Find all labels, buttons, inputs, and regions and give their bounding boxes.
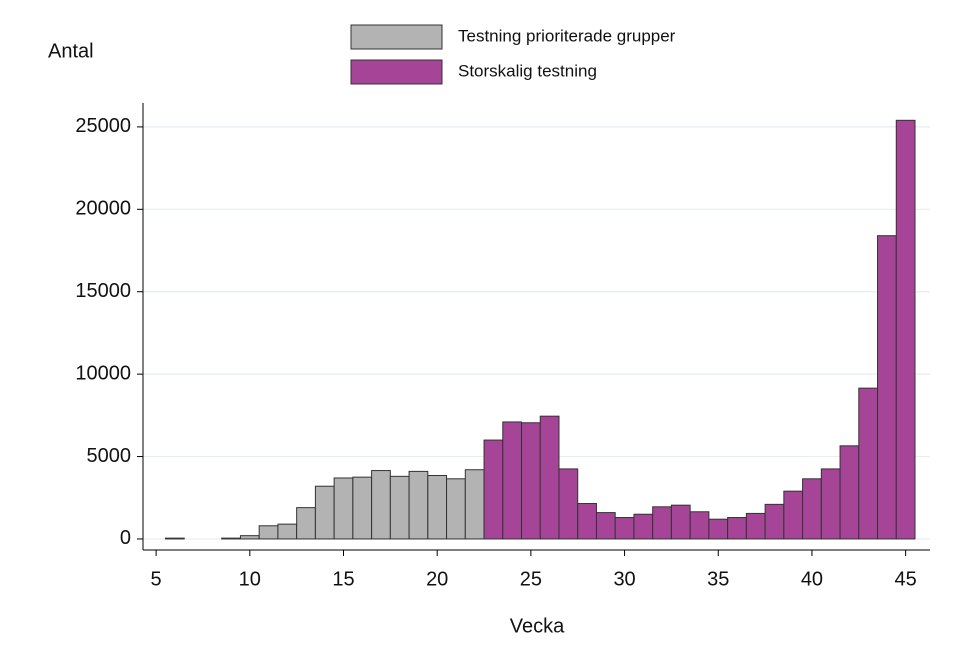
bar <box>221 537 241 540</box>
bar <box>745 512 766 540</box>
bar <box>164 537 185 540</box>
bar <box>708 518 729 540</box>
bar <box>820 468 841 540</box>
bar <box>633 513 654 540</box>
bar <box>296 507 316 540</box>
bar <box>521 422 541 540</box>
y-axis-label: Antal <box>48 40 94 62</box>
bar <box>895 119 916 540</box>
bar <box>652 506 672 540</box>
bar <box>371 470 391 540</box>
x-tick-label: 15 <box>332 568 354 590</box>
y-tick-label: 10000 <box>75 362 131 384</box>
x-tick-label: 5 <box>151 568 162 590</box>
y-tick-label: 0 <box>120 527 131 549</box>
legend-swatch <box>350 24 443 50</box>
bar <box>839 445 860 540</box>
x-tick-label: 35 <box>707 568 729 590</box>
x-axis-label: Vecka <box>510 615 565 637</box>
bar <box>783 490 804 540</box>
bar <box>314 485 335 540</box>
bar <box>333 477 354 540</box>
bar <box>670 504 691 540</box>
bar <box>858 387 879 540</box>
x-tick-label: 40 <box>801 568 823 590</box>
bar <box>239 535 260 540</box>
y-tick-label: 25000 <box>75 115 131 137</box>
bar <box>408 470 429 540</box>
bar <box>727 517 747 540</box>
y-tick-label: 20000 <box>75 198 131 220</box>
bar <box>502 421 523 540</box>
bar <box>764 503 785 540</box>
bar <box>446 478 466 540</box>
legend-label: Storskalig testning <box>458 61 597 80</box>
bar <box>877 235 897 540</box>
legend-swatch <box>350 59 443 85</box>
bar <box>464 469 485 540</box>
x-tick-label: 20 <box>426 568 448 590</box>
legend-label: Testning prioriterade grupper <box>458 26 676 45</box>
bar <box>595 512 616 540</box>
bar <box>277 523 298 540</box>
bar <box>577 503 597 540</box>
bar <box>802 478 822 540</box>
bar <box>258 525 279 540</box>
bar <box>689 511 710 540</box>
bar <box>427 475 448 540</box>
x-tick-label: 10 <box>239 568 261 590</box>
bar <box>352 476 373 540</box>
y-tick-label: 15000 <box>75 280 131 302</box>
bar <box>539 415 560 540</box>
bar <box>483 439 504 540</box>
y-tick-label: 5000 <box>87 445 132 467</box>
bar <box>389 475 410 540</box>
bar <box>614 517 635 540</box>
x-tick-label: 25 <box>520 568 542 590</box>
bar <box>558 468 579 540</box>
x-tick-label: 30 <box>613 568 635 590</box>
x-tick-label: 45 <box>895 568 917 590</box>
